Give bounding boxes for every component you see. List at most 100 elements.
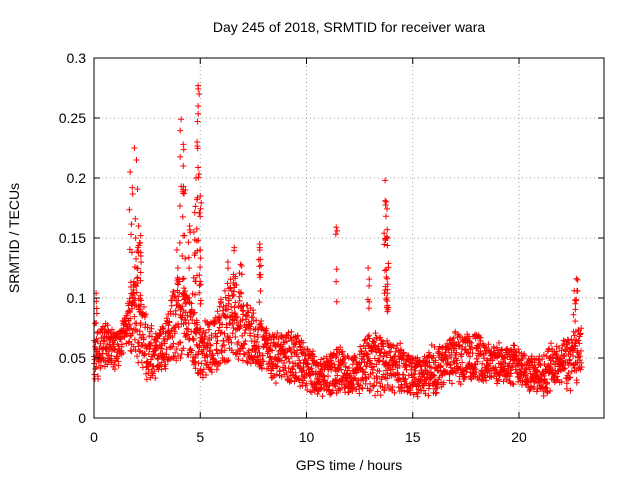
data-point xyxy=(567,387,574,394)
data-point xyxy=(364,296,371,303)
data-point xyxy=(170,288,177,295)
data-point xyxy=(449,368,456,375)
data-point xyxy=(197,278,204,285)
data-point xyxy=(493,344,500,351)
data-point xyxy=(384,242,391,249)
data-point xyxy=(288,328,295,335)
data-point xyxy=(249,314,256,321)
data-point xyxy=(373,378,380,385)
data-point xyxy=(459,359,466,366)
data-point xyxy=(111,366,118,373)
data-point xyxy=(196,209,203,216)
data-point xyxy=(177,355,184,362)
data-point xyxy=(245,309,252,316)
data-point xyxy=(192,291,199,298)
data-point xyxy=(272,380,279,387)
data-point xyxy=(496,339,503,346)
data-point xyxy=(371,355,378,362)
data-point xyxy=(366,276,373,283)
data-point xyxy=(312,385,319,392)
data-point xyxy=(185,239,192,246)
data-point xyxy=(111,361,118,368)
data-point xyxy=(382,213,389,220)
data-point xyxy=(452,330,459,337)
data-point xyxy=(177,127,184,134)
data-point xyxy=(576,340,583,347)
data-point xyxy=(93,310,100,317)
data-point xyxy=(93,305,100,312)
data-point xyxy=(158,366,165,373)
x-tick-label: 15 xyxy=(405,429,421,445)
data-point xyxy=(128,231,135,238)
data-point xyxy=(553,348,560,355)
data-point xyxy=(162,365,169,372)
data-point xyxy=(577,366,584,373)
data-point xyxy=(185,254,192,261)
data-point xyxy=(192,365,199,372)
data-point xyxy=(365,332,372,339)
data-point xyxy=(172,307,179,314)
data-point xyxy=(259,352,266,359)
data-point xyxy=(577,353,584,360)
data-point xyxy=(174,274,181,281)
data-point xyxy=(163,346,170,353)
data-point xyxy=(374,388,381,395)
data-point xyxy=(150,363,157,370)
data-point xyxy=(200,366,207,373)
data-point xyxy=(383,296,390,303)
data-point xyxy=(127,279,134,286)
data-point xyxy=(130,290,137,297)
data-point xyxy=(140,334,147,341)
data-point xyxy=(270,365,277,372)
data-point xyxy=(166,319,173,326)
data-point xyxy=(140,303,147,310)
data-point xyxy=(231,304,238,311)
data-point xyxy=(490,345,497,352)
data-point xyxy=(186,265,193,272)
data-point xyxy=(451,345,458,352)
data-point xyxy=(446,371,453,378)
data-point xyxy=(572,318,579,325)
data-point xyxy=(384,226,391,233)
data-point xyxy=(158,359,165,366)
data-point xyxy=(495,376,502,383)
data-point xyxy=(127,169,134,175)
data-point xyxy=(137,292,144,299)
data-point xyxy=(137,277,144,284)
data-point xyxy=(134,186,141,193)
data-point xyxy=(360,377,367,384)
data-point xyxy=(197,213,204,220)
data-point xyxy=(142,321,149,328)
data-point xyxy=(232,326,239,333)
data-point xyxy=(197,247,204,254)
data-point xyxy=(186,226,193,233)
data-point xyxy=(566,356,573,363)
data-point xyxy=(247,323,254,330)
data-point xyxy=(182,187,189,193)
data-point xyxy=(365,265,372,271)
data-point xyxy=(134,353,141,360)
data-point xyxy=(573,275,580,282)
y-tick-label: 0.3 xyxy=(67,50,87,66)
data-point xyxy=(255,326,262,333)
data-point xyxy=(304,361,311,368)
data-point xyxy=(134,275,141,282)
data-point xyxy=(195,164,202,171)
data-point xyxy=(254,334,261,341)
data-point xyxy=(245,347,252,354)
data-point xyxy=(473,369,480,376)
data-point xyxy=(155,356,162,363)
data-point xyxy=(227,276,234,283)
data-point xyxy=(434,380,441,387)
data-point xyxy=(452,370,459,377)
data-point xyxy=(365,305,372,312)
data-point xyxy=(190,335,197,342)
data-point xyxy=(522,372,529,379)
data-point xyxy=(128,221,135,228)
data-point xyxy=(561,365,568,372)
data-point xyxy=(551,361,558,368)
data-point xyxy=(197,325,204,332)
data-point xyxy=(539,356,546,363)
data-point xyxy=(167,344,174,351)
